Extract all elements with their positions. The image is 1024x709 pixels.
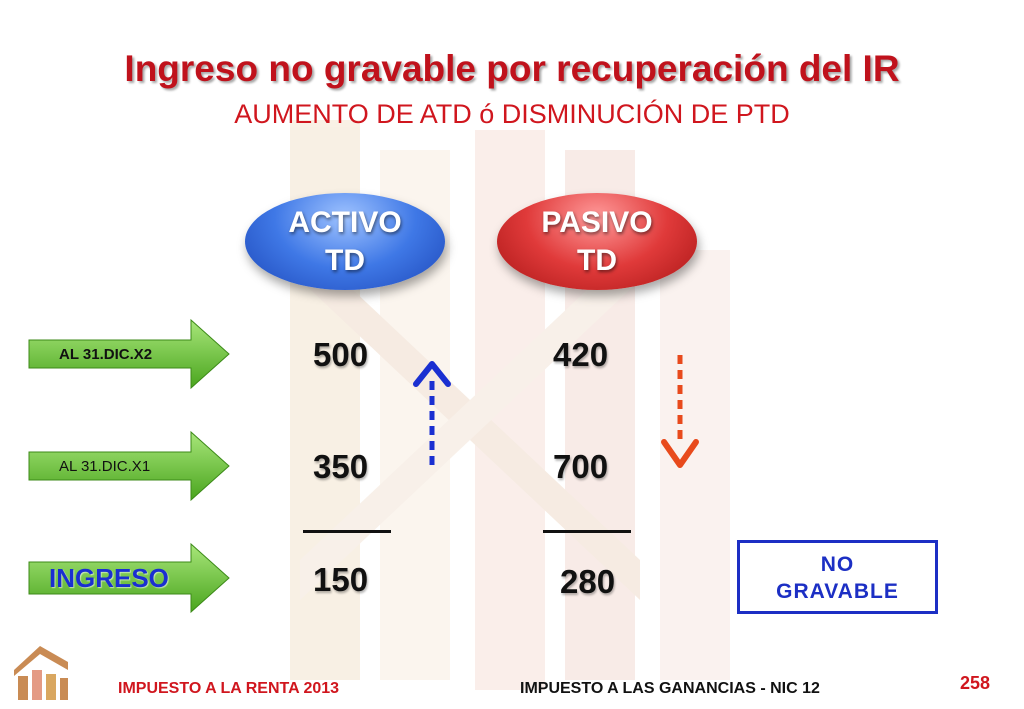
slide-subtitle: AUMENTO DE ATD ó DISMINUCIÓN DE PTD — [234, 99, 790, 129]
badge-line1: NO — [820, 553, 855, 576]
pasivo-x2-value: 420 — [553, 336, 609, 373]
activo-ingreso-value: 150 — [313, 561, 369, 598]
no-gravable-badge: NO GRAVABLE — [737, 540, 938, 614]
row-label-ingreso-text: INGRESO — [49, 562, 169, 593]
row-label-x2-text: AL 31.DIC.X2 — [59, 345, 153, 363]
row-label-x1-text: AL 31.DIC.X1 — [59, 457, 151, 475]
pasivo-sum-rule — [543, 530, 631, 533]
footer-left-text: IMPUESTO A LA RENTA 2013 — [118, 680, 340, 697]
company-logo-icon — [14, 646, 68, 700]
activo-line1: ACTIVO — [288, 205, 402, 239]
page-number: 258 — [960, 673, 991, 693]
badge-line2: GRAVABLE — [776, 580, 899, 603]
row-label-x2: AL 31.DIC.X2 — [27, 318, 233, 390]
activo-td-oval: ACTIVO TD — [245, 193, 445, 290]
slide-title: Ingreso no gravable por recuperación del… — [124, 48, 900, 89]
dashed-arrow-down-icon — [661, 355, 699, 468]
dashed-arrow-up-icon — [413, 361, 451, 465]
green-arrow-icon — [28, 542, 230, 614]
activo-line2: TD — [325, 243, 365, 277]
row-label-x1: AL 31.DIC.X1 — [27, 430, 233, 502]
activo-x2-value: 500 — [313, 336, 369, 373]
pasivo-line1: PASIVO — [541, 205, 653, 239]
row-label-ingreso: INGRESO — [27, 542, 233, 614]
green-arrow-icon — [28, 430, 230, 502]
pasivo-ingreso-value: 280 — [560, 563, 616, 600]
activo-sum-rule — [303, 530, 391, 533]
pasivo-line2: TD — [577, 243, 617, 277]
green-arrow-icon — [28, 318, 230, 390]
footer-center-text: IMPUESTO A LAS GANANCIAS - NIC 12 — [520, 680, 820, 697]
pasivo-x1-value: 700 — [553, 448, 609, 485]
pasivo-td-oval: PASIVO TD — [497, 193, 697, 290]
activo-x1-value: 350 — [313, 448, 369, 485]
